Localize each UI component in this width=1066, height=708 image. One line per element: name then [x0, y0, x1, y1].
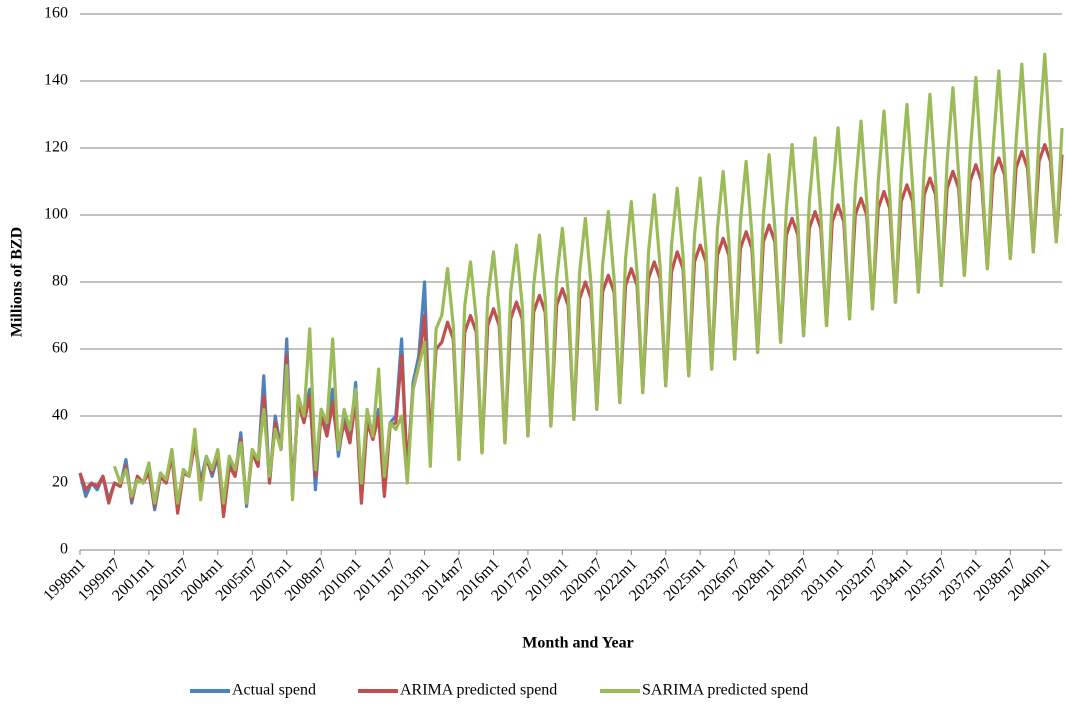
y-tick-label: 160 — [44, 5, 68, 22]
legend-label: ARIMA predicted spend — [400, 682, 557, 699]
y-tick-label: 80 — [52, 273, 68, 290]
y-tick-label: 140 — [44, 72, 68, 89]
y-tick-label: 100 — [44, 206, 68, 223]
x-axis-title: Month and Year — [522, 635, 633, 652]
y-axis-title: Millions of BZD — [9, 227, 26, 337]
legend-label: SARIMA predicted spend — [642, 682, 808, 699]
y-tick-label: 60 — [52, 340, 68, 357]
series-line — [112, 52, 1064, 505]
legend-label: Actual spend — [232, 682, 316, 699]
y-tick-label: 40 — [52, 407, 68, 424]
y-tick-label: 20 — [52, 474, 68, 491]
y-tick-label: 0 — [60, 541, 68, 558]
y-tick-label: 120 — [44, 139, 68, 156]
